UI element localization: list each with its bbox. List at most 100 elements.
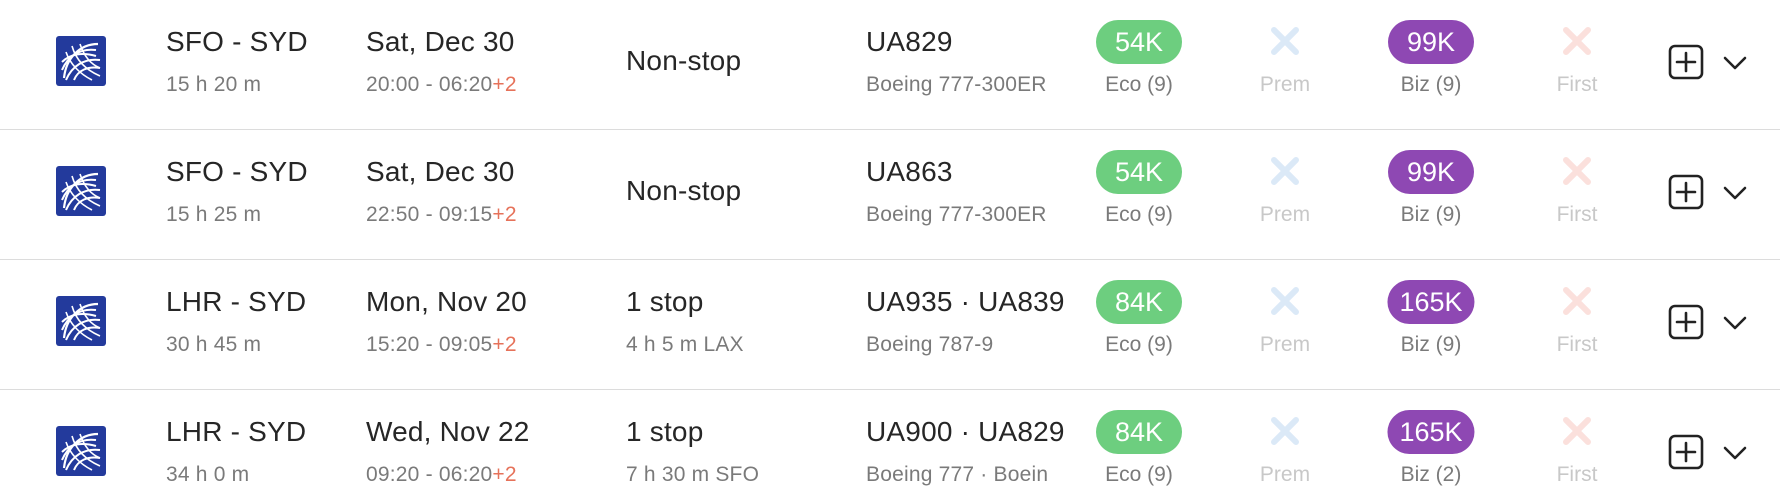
business-fare[interactable]: 165K Biz (2) [1376,408,1486,498]
economy-fare[interactable]: 54K Eco (9) [1084,148,1194,238]
first-fare: First [1522,408,1632,498]
economy-price-badge[interactable]: 84K [1096,410,1182,454]
aircraft: Boeing 777-300ER [866,203,1047,226]
economy-price-badge[interactable]: 54K [1096,20,1182,64]
time-range: 22:50 - 09:15 [366,203,493,226]
premium-label: Prem [1259,333,1311,356]
business-label: Biz (9) [1400,333,1462,356]
first-label: First [1556,333,1598,356]
economy-price-badge[interactable]: 54K [1096,150,1182,194]
premium-label: Prem [1259,463,1311,486]
departure-date: Sat, Dec 30 [366,26,515,57]
time-range: 20:00 - 06:20 [366,73,493,96]
time-range: 09:20 - 06:20 [366,463,493,486]
business-fare[interactable]: 99K Biz (9) [1376,18,1486,108]
first-label: First [1556,73,1598,96]
x-icon [1271,27,1299,55]
business-price-badge[interactable]: 99K [1388,150,1474,194]
chevron-down-icon[interactable] [1722,442,1748,464]
day-offset: +2 [492,463,517,486]
premium-fare: Prem [1230,148,1340,238]
united-airlines-logo-icon [56,296,106,346]
united-airlines-logo-icon [56,166,106,216]
duration: 34 h 0 m [166,463,250,486]
plus-square-icon[interactable] [1668,434,1704,470]
chevron-down-icon[interactable] [1722,312,1748,334]
day-offset: +2 [492,203,517,226]
route: LHR - SYD [166,416,307,447]
flight-row[interactable]: LHR - SYD 34 h 0 m Wed, Nov 22 09:20 - 0… [0,390,1780,500]
plus-square-icon[interactable] [1668,44,1704,80]
departure-date: Mon, Nov 20 [366,286,527,317]
layover: 7 h 30 m SFO [626,463,760,486]
economy-fare[interactable]: 84K Eco (9) [1084,408,1194,498]
route: SFO - SYD [166,156,308,187]
x-icon [1563,417,1591,445]
flight-numbers: UA935 · UA839 [866,286,1065,317]
economy-label: Eco (9) [1105,203,1173,226]
first-fare: First [1522,148,1632,238]
flight-numbers: UA829 [866,26,953,57]
first-label: First [1556,463,1598,486]
time-range: 15:20 - 09:05 [366,333,493,356]
duration: 15 h 20 m [166,73,262,96]
flight-row[interactable]: SFO - SYD 15 h 25 m Sat, Dec 30 22:50 - … [0,130,1780,260]
business-price-badge[interactable]: 165K [1387,280,1475,324]
flight-times: 20:00 - 06:20+2 [366,73,517,97]
x-icon [1563,157,1591,185]
economy-fare[interactable]: 84K Eco (9) [1084,278,1194,368]
flight-times: 22:50 - 09:15+2 [366,203,517,227]
day-offset: +2 [492,333,517,356]
premium-fare: Prem [1230,278,1340,368]
x-icon [1563,27,1591,55]
first-fare: First [1522,278,1632,368]
x-icon [1271,417,1299,445]
departure-date: Wed, Nov 22 [366,416,530,447]
chevron-down-icon[interactable] [1722,52,1748,74]
x-icon [1271,157,1299,185]
premium-label: Prem [1259,73,1311,96]
business-fare[interactable]: 99K Biz (9) [1376,148,1486,238]
stops: Non-stop [626,45,742,76]
flight-numbers: UA863 [866,156,953,187]
economy-label: Eco (9) [1105,333,1173,356]
premium-fare: Prem [1230,18,1340,108]
business-fare[interactable]: 165K Biz (9) [1376,278,1486,368]
business-label: Biz (9) [1400,203,1462,226]
economy-label: Eco (9) [1105,463,1173,486]
flight-row[interactable]: SFO - SYD 15 h 20 m Sat, Dec 30 20:00 - … [0,0,1780,130]
flight-row[interactable]: LHR - SYD 30 h 45 m Mon, Nov 20 15:20 - … [0,260,1780,390]
business-price-badge[interactable]: 99K [1388,20,1474,64]
chevron-down-icon[interactable] [1722,182,1748,204]
premium-fare: Prem [1230,408,1340,498]
economy-fare[interactable]: 54K Eco (9) [1084,18,1194,108]
first-label: First [1556,203,1598,226]
aircraft: Boeing 777 · Boein [866,463,1049,486]
business-label: Biz (9) [1400,73,1462,96]
stops: 1 stop [626,286,704,317]
business-label: Biz (2) [1400,463,1462,486]
route: LHR - SYD [166,286,307,317]
x-icon [1271,287,1299,315]
plus-square-icon[interactable] [1668,174,1704,210]
united-airlines-logo-icon [56,426,106,476]
duration: 15 h 25 m [166,203,262,226]
duration: 30 h 45 m [166,333,262,356]
united-airlines-logo-icon [56,36,106,86]
flight-numbers: UA900 · UA829 [866,416,1065,447]
flight-times: 09:20 - 06:20+2 [366,463,517,487]
flight-times: 15:20 - 09:05+2 [366,333,517,357]
premium-label: Prem [1259,203,1311,226]
plus-square-icon[interactable] [1668,304,1704,340]
route: SFO - SYD [166,26,308,57]
business-price-badge[interactable]: 165K [1387,410,1475,454]
departure-date: Sat, Dec 30 [366,156,515,187]
economy-price-badge[interactable]: 84K [1096,280,1182,324]
x-icon [1563,287,1591,315]
stops: 1 stop [626,416,704,447]
stops: Non-stop [626,175,742,206]
aircraft: Boeing 787-9 [866,333,994,356]
layover: 4 h 5 m LAX [626,333,744,356]
first-fare: First [1522,18,1632,108]
